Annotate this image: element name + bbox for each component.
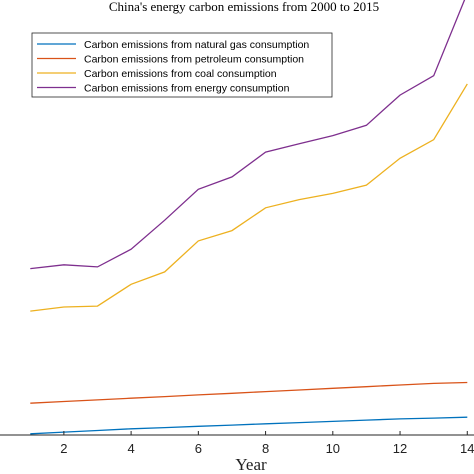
- legend-items: Carbon emissions from natural gas consum…: [37, 39, 309, 94]
- legend-label-1: Carbon emissions from natural gas consum…: [84, 39, 309, 51]
- series-line-1: [30, 416, 468, 435]
- x-tick-label: 6: [195, 441, 202, 456]
- series-line-4: [30, 0, 466, 270]
- x-tick-label: 2: [60, 441, 67, 456]
- legend: Carbon emissions from natural gas consum…: [31, 32, 333, 98]
- x-tick-label: 8: [262, 441, 269, 456]
- legend-label-3: Carbon emissions from coal consumption: [84, 68, 277, 80]
- x-tick-label: 4: [127, 441, 134, 456]
- series-layer: [30, 0, 468, 435]
- series-line-3: [30, 83, 468, 312]
- x-tick-label: 10: [326, 441, 340, 456]
- legend-label-4: Carbon emissions from energy consumption: [84, 82, 290, 94]
- x-tick-label: 14: [460, 441, 474, 456]
- x-tick-layer: 2 4 6 8 10 12 14: [60, 431, 474, 456]
- series-line-2: [30, 381, 468, 404]
- x-tick-label: 12: [393, 441, 407, 456]
- legend-box: [31, 32, 333, 98]
- chart-title: China's energy carbon emissions from 200…: [109, 0, 379, 14]
- x-axis-label: Year: [235, 455, 267, 474]
- legend-label-2: Carbon emissions from petroleum consumpt…: [84, 53, 304, 65]
